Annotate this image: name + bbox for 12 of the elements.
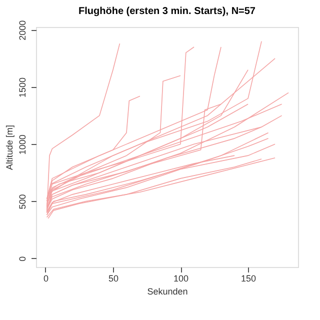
y-tick-label: 0 [18,256,28,262]
y-axis-title: Altitude [m] [4,124,14,170]
chart-title: Flughöhe (ersten 3 min. Starts), N=57 [78,6,256,17]
x-tick-label: 150 [241,274,256,284]
x-tick-label: 50 [108,274,118,284]
y-tick-label: 2000 [18,20,28,40]
x-tick-label: 0 [43,274,48,284]
y-tick-label: 1000 [18,134,28,155]
y-tick-label: 500 [18,194,28,210]
x-axis-title: Sekunden [147,286,188,296]
y-tick-label: 1500 [18,77,28,98]
x-tick-label: 100 [173,274,189,284]
